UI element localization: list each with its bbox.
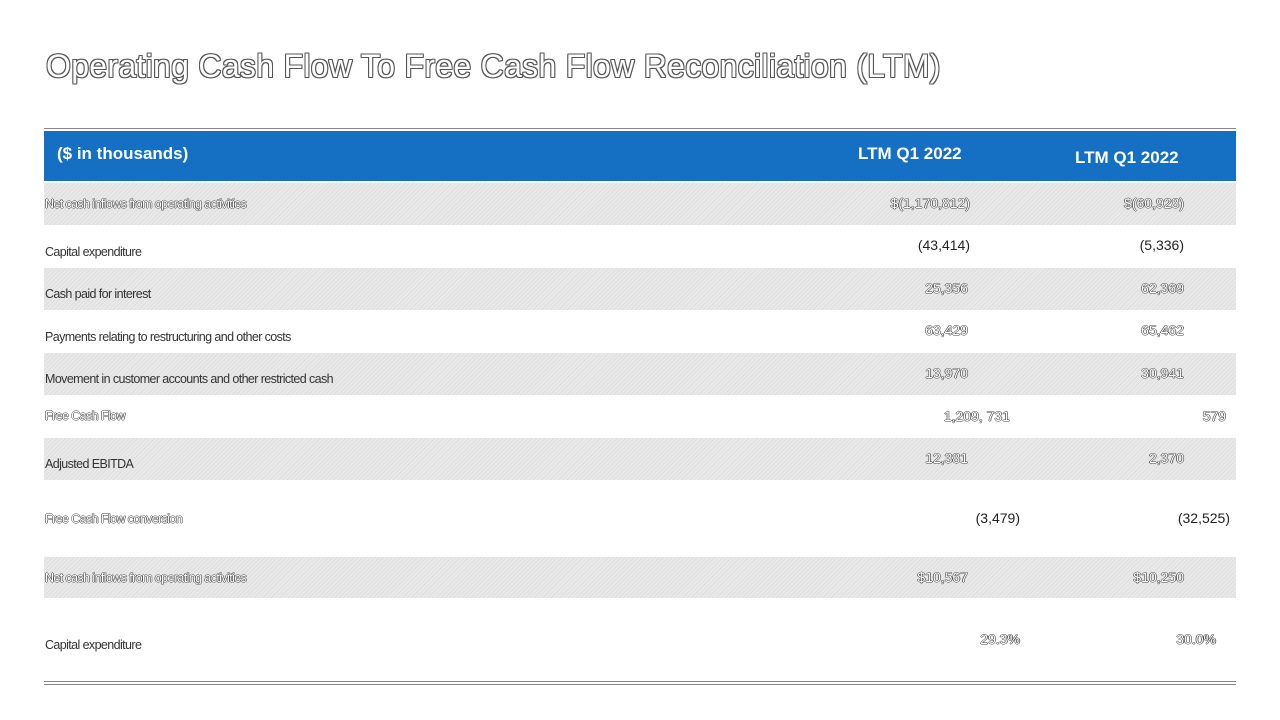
header-units-label: ($ in thousands)	[57, 144, 189, 163]
row-label: Cash paid for interest	[45, 287, 151, 301]
table-row: Net cash inflows from operating activiti…	[44, 557, 1236, 598]
row-value-col1: 13,970	[925, 365, 968, 381]
table-row: Free Cash Flow conversion (3,479) (32,52…	[44, 480, 1236, 557]
header-column-1: LTM Q1 2022	[858, 144, 962, 163]
table-row: Capital expenditure (43,414) (5,336)	[44, 225, 1236, 268]
row-value-col2: 2,370	[1148, 450, 1184, 466]
table-row: Net cash inflows from operating activiti…	[44, 183, 1236, 225]
row-value-col1: 25,356	[925, 280, 968, 296]
row-label: Adjusted EBITDA	[45, 457, 134, 471]
row-value-col2: 30.0%	[1176, 631, 1216, 647]
row-value-col2: (5,336)	[1139, 237, 1184, 253]
row-value-col2: $10,250	[1133, 569, 1184, 585]
table-row: Free Cash Flow 1,209, 731 579	[44, 395, 1236, 438]
row-value-col2: $(60,928)	[1124, 195, 1184, 211]
row-value-col1: $10,567	[917, 569, 968, 585]
row-label: Free Cash Flow conversion	[45, 512, 183, 526]
table-row: Payments relating to restructuring and o…	[44, 310, 1236, 353]
bottom-divider	[44, 681, 1236, 682]
table-row: Movement in customer accounts and other …	[44, 353, 1236, 395]
row-value-col2: 65,462	[1141, 322, 1184, 338]
row-value-col2: (32,525)	[1177, 510, 1230, 526]
row-value-col1: 29.3%	[980, 631, 1020, 647]
row-value-col1: (43,414)	[917, 237, 970, 253]
row-label: Net cash inflows from operating activiti…	[45, 197, 247, 211]
row-value-col2: 30,941	[1141, 365, 1184, 381]
top-divider	[44, 128, 1236, 129]
row-label: Movement in customer accounts and other …	[45, 372, 334, 386]
row-label: Free Cash Flow	[45, 409, 125, 423]
row-value-col2: 62,369	[1141, 280, 1184, 296]
row-value-col2: 579	[1202, 408, 1226, 424]
row-label: Capital expenditure	[45, 638, 142, 652]
row-value-col1: $(1,170,812)	[890, 195, 970, 211]
row-value-col1: 12,381	[925, 450, 968, 466]
row-label: Net cash inflows from operating activiti…	[45, 571, 247, 585]
table-row: Adjusted EBITDA 12,381 2,370	[44, 438, 1236, 480]
row-label: Payments relating to restructuring and o…	[45, 330, 291, 344]
row-label: Capital expenditure	[45, 245, 142, 259]
table-row: Cash paid for interest 25,356 62,369	[44, 268, 1236, 310]
row-value-col1: (3,479)	[975, 510, 1020, 526]
page-title: Operating Cash Flow To Free Cash Flow Re…	[46, 48, 941, 84]
table-row: Capital expenditure 29.3% 30.0%	[44, 598, 1236, 680]
bottom-divider-double	[44, 684, 1236, 685]
row-value-col1: 1,209, 731	[943, 408, 1010, 424]
row-value-col1: 63,429	[925, 322, 968, 338]
table-header: ($ in thousands) LTM Q1 2022 LTM Q1 2022	[44, 131, 1236, 181]
header-column-2: LTM Q1 2022	[1075, 148, 1179, 167]
